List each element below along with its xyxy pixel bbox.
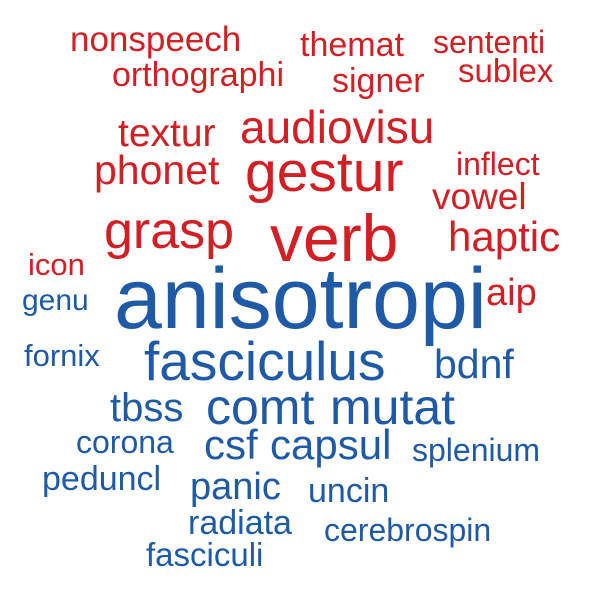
word-audiovisu: audiovisu [240, 101, 435, 153]
word-fornix: fornix [24, 338, 100, 373]
word-sublex: sublex [458, 52, 554, 89]
word-tbss: tbss [110, 386, 184, 430]
word-icon: icon [28, 247, 85, 282]
word-cerebrospin: cerebrospin [324, 512, 492, 548]
word-haptic: haptic [448, 213, 561, 260]
word-vowel: vowel [432, 176, 527, 217]
word-textur: textur [118, 112, 216, 155]
word-radiata: radiata [188, 504, 292, 542]
word-splenium: splenium [412, 432, 541, 468]
word-csf: csf [204, 421, 258, 468]
word-anisotropi: anisotropi [114, 251, 487, 347]
word-signer: signer [332, 62, 425, 100]
word-aip: aip [486, 272, 537, 314]
word-bdnf: bdnf [434, 341, 514, 387]
word-orthographi: orthographi [112, 56, 285, 94]
word-inflect: inflect [456, 146, 540, 182]
word-comt: comt [206, 379, 315, 435]
word-peduncl: peduncl [42, 460, 162, 498]
word-verb: verb [270, 201, 399, 275]
word-genu: genu [22, 284, 89, 317]
word-corona: corona [76, 424, 174, 460]
word-capsul: capsul [270, 421, 392, 468]
word-fasciculi: fasciculi [146, 536, 264, 573]
word-sententi: sententi [433, 24, 546, 60]
word-grasp: grasp [104, 202, 235, 260]
word-fasciculus: fasciculus [144, 330, 386, 392]
word-gestur: gestur [245, 140, 404, 204]
word-nonspeech: nonspeech [70, 20, 242, 59]
word-themat: themat [300, 26, 404, 64]
word-phonet: phonet [94, 147, 220, 193]
word-panic: panic [190, 466, 281, 508]
word-uncin: uncin [308, 472, 390, 510]
word-mutat: mutat [330, 379, 456, 435]
